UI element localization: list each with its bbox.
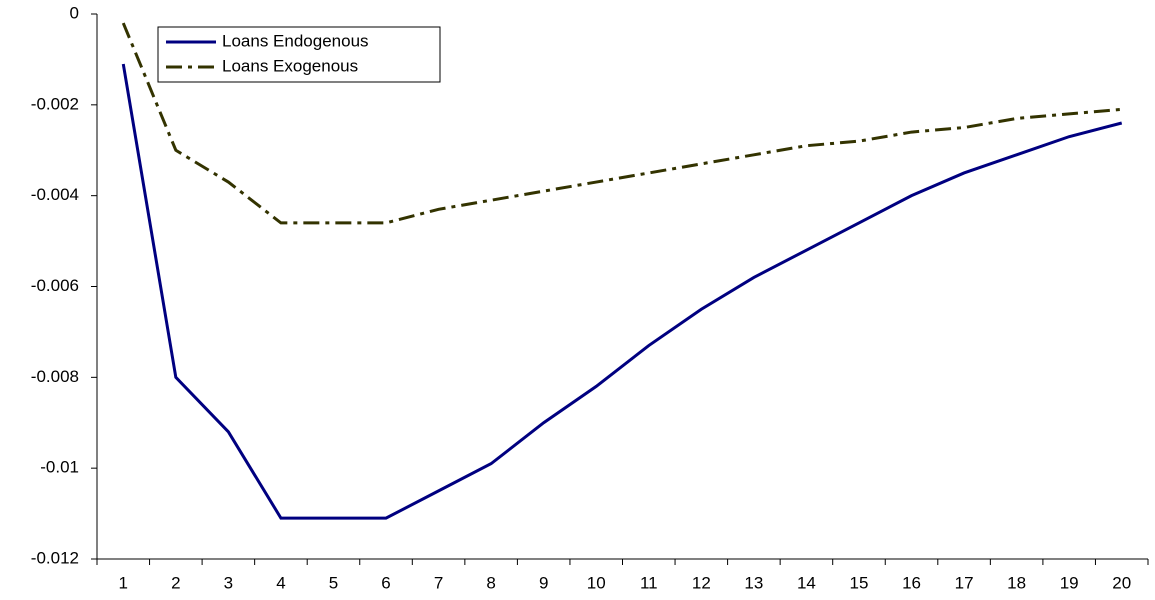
x-tick-label: 7 (434, 573, 443, 592)
x-tick-label: 8 (486, 573, 495, 592)
legend-label: Loans Exogenous (222, 56, 358, 75)
y-tick-label: -0.012 (31, 548, 79, 567)
y-tick-label: -0.01 (40, 458, 79, 477)
legend-box (157, 26, 441, 83)
x-tick-label: 6 (381, 573, 390, 592)
series-line (121, 22, 1122, 225)
x-tick-label: 1 (119, 573, 128, 592)
x-tick-label: 20 (1112, 573, 1131, 592)
legend-label: Loans Endogenous (222, 31, 369, 50)
x-tick-label: 14 (797, 573, 816, 592)
x-tick-label: 12 (692, 573, 711, 592)
x-tick-label: 16 (902, 573, 921, 592)
x-tick-label: 5 (329, 573, 338, 592)
x-tick-label: 10 (587, 573, 606, 592)
x-tick-label: 4 (276, 573, 285, 592)
y-tick-label: -0.002 (31, 94, 79, 113)
x-tick-label: 13 (744, 573, 763, 592)
x-tick-label: 15 (850, 573, 869, 592)
x-tick-label: 18 (1007, 573, 1026, 592)
x-tick-label: 11 (640, 573, 658, 592)
x-tick-label: 9 (539, 573, 548, 592)
x-tick-label: 2 (171, 573, 180, 592)
x-tick-label: 19 (1060, 573, 1079, 592)
y-tick-label: -0.006 (31, 276, 79, 295)
y-tick-label: -0.004 (31, 185, 79, 204)
series-line (121, 63, 1123, 520)
x-tick-label: 17 (955, 573, 974, 592)
y-tick-label: -0.008 (31, 367, 79, 386)
x-tick-label: 3 (224, 573, 233, 592)
y-tick-label: 0 (70, 3, 79, 22)
